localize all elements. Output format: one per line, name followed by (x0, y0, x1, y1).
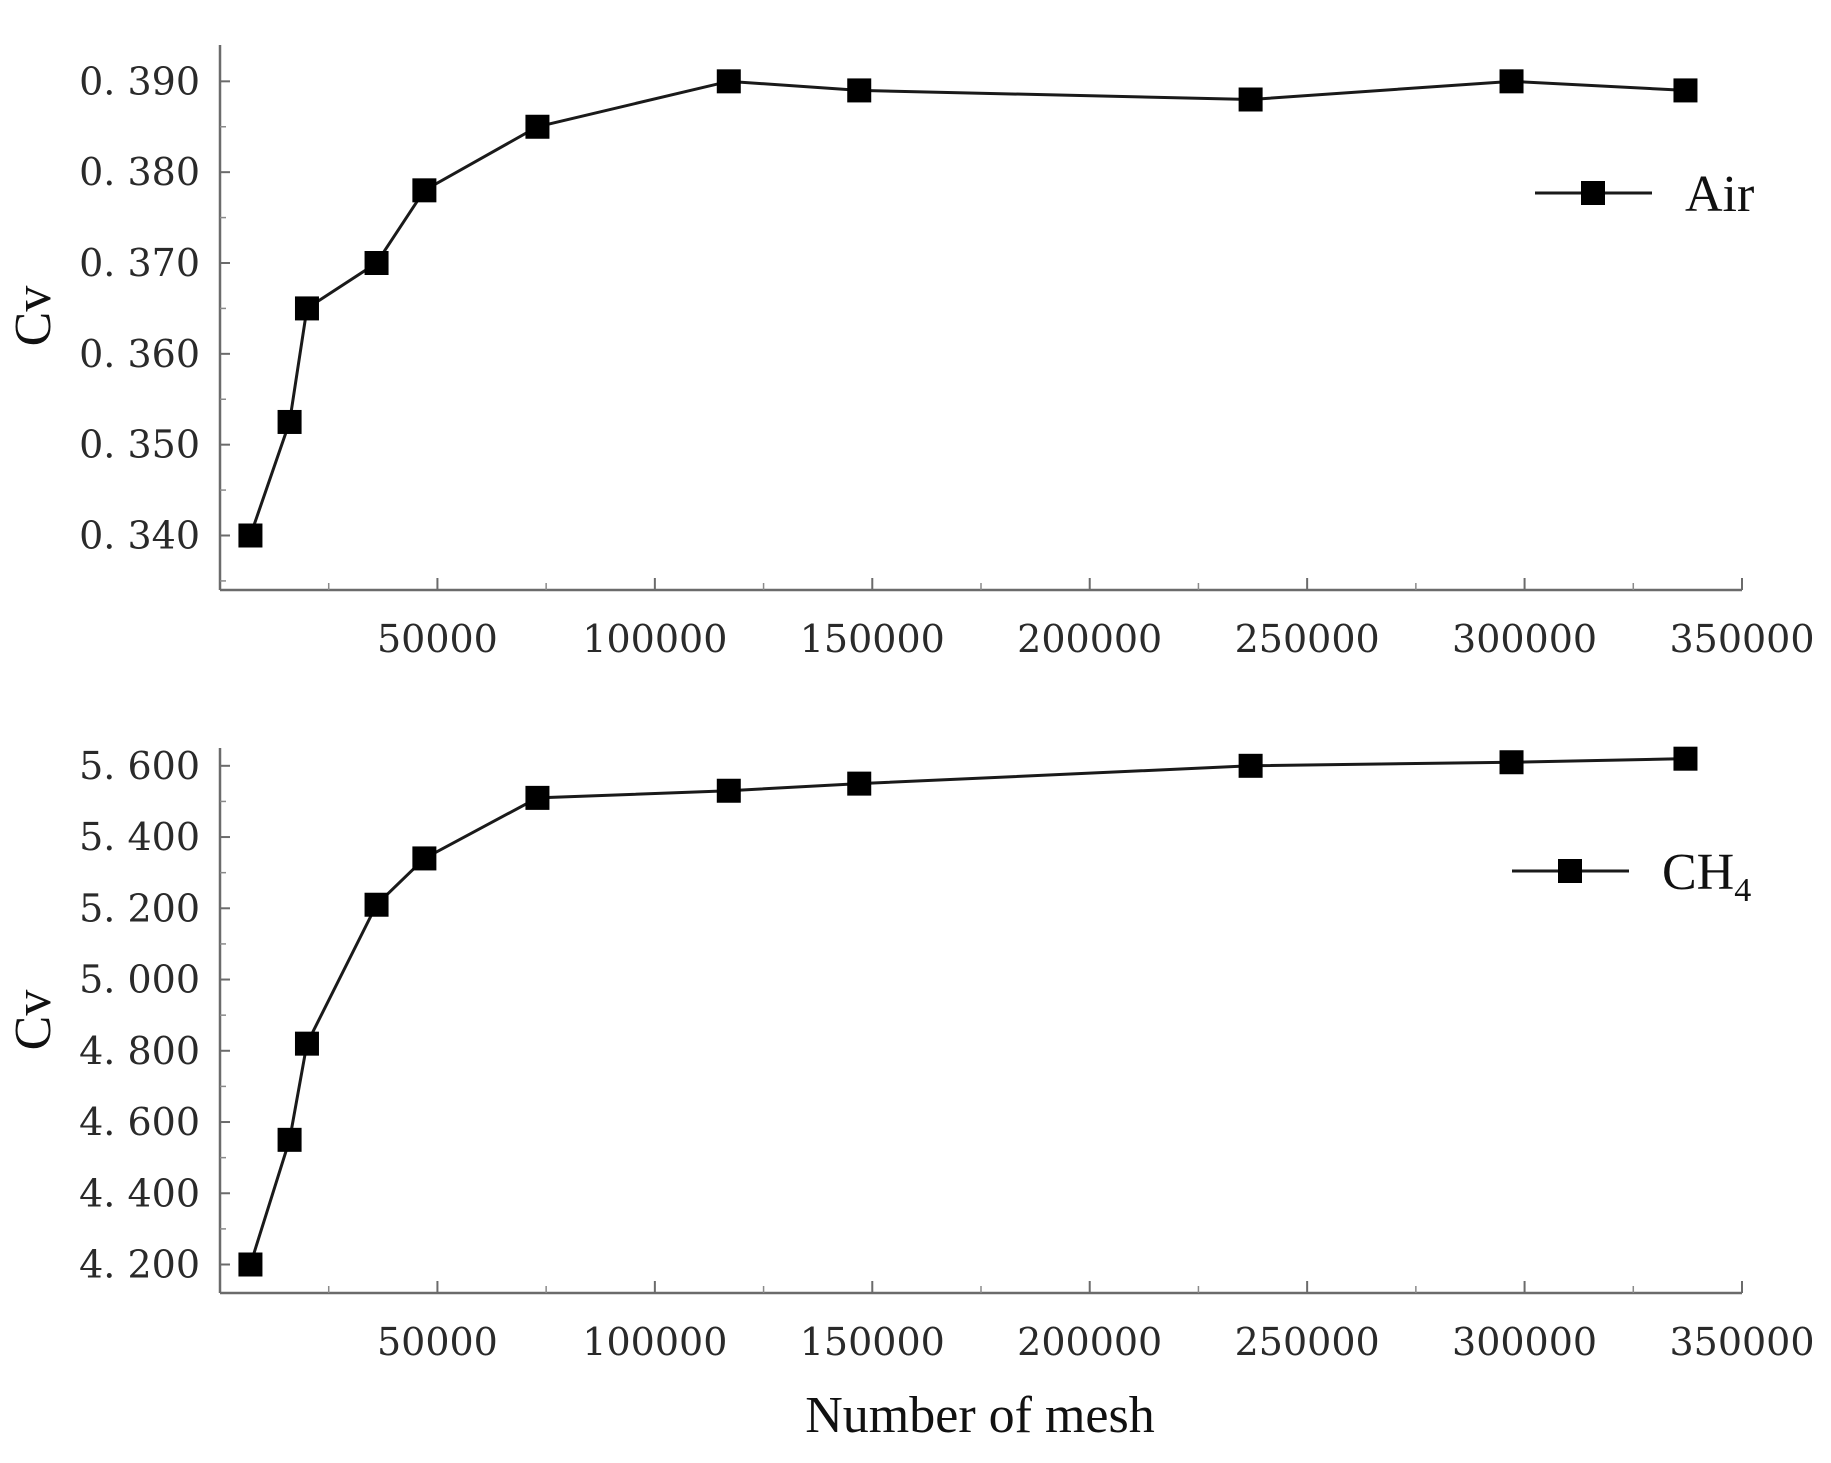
x-tick-label: 50000 (377, 1320, 498, 1364)
data-point (525, 114, 550, 139)
x-tick-label: 350000 (1669, 1320, 1814, 1364)
legend-label-subscript: 4 (1734, 872, 1751, 909)
x-tick-label: 100000 (582, 1320, 727, 1364)
x-tick-label: 150000 (800, 1320, 945, 1364)
legend-label: CH4 (1662, 844, 1751, 909)
x-tick-label: 250000 (1235, 617, 1380, 661)
y-tick-label: 5. 600 (79, 744, 200, 788)
data-point (1238, 87, 1263, 112)
data-point (277, 409, 302, 434)
y-tick-label: 0. 370 (79, 241, 200, 285)
x-axis-title: Number of mesh (805, 1387, 1154, 1444)
legend-marker (1558, 859, 1582, 883)
x-tick-label: 150000 (800, 617, 945, 661)
y-tick-label: 4. 400 (79, 1171, 200, 1215)
y-tick-label: 4. 200 (79, 1243, 200, 1287)
series-line (249, 757, 1686, 1265)
x-tick-label: 300000 (1452, 617, 1597, 661)
y-tick-label: 5. 200 (79, 886, 200, 930)
data-point (412, 846, 437, 871)
data-point (238, 523, 263, 548)
data-point (294, 1031, 319, 1056)
y-axis-title: Cv (5, 990, 62, 1051)
y-tick-label: 4. 800 (79, 1029, 200, 1073)
data-point (277, 1127, 302, 1152)
y-tick-label: 0. 360 (79, 332, 200, 376)
data-point (412, 178, 437, 203)
legend-label: Air (1685, 166, 1754, 223)
legend: CH4 (1512, 844, 1751, 909)
y-tick-label: 0. 340 (79, 514, 200, 558)
legend-marker (1581, 181, 1605, 205)
data-point (716, 69, 741, 94)
data-point (525, 785, 550, 810)
chart-ch4: 4. 200 4. 400 4. 600 4. 800 5. 000 5. 200 5. 4… (5, 744, 1815, 1444)
data-point (847, 78, 872, 103)
data-point (1673, 78, 1698, 103)
y-tick-label: 5. 000 (79, 958, 200, 1002)
y-tick-label: 0. 350 (79, 423, 200, 467)
data-point (1238, 753, 1263, 778)
x-tick-label: 300000 (1452, 1320, 1597, 1364)
data-point (1673, 746, 1698, 771)
x-tick-label: 200000 (1017, 1320, 1162, 1364)
x-tick-label: 250000 (1235, 1320, 1380, 1364)
data-point (364, 251, 389, 275)
chart-air: 0. 340 0. 350 0. 360 0. 370 0. 380 0. 390 5000… (5, 45, 1815, 661)
x-tick-label: 50000 (377, 617, 498, 661)
x-tick-label: 350000 (1669, 617, 1814, 661)
y-tick-label: 5. 400 (79, 815, 200, 859)
y-tick-label: 0. 390 (79, 59, 200, 103)
x-tick-label: 200000 (1017, 617, 1162, 661)
data-point (1499, 750, 1524, 775)
data-point (294, 296, 319, 321)
y-tick-label: 0. 380 (79, 150, 200, 194)
data-point (847, 771, 872, 796)
data-point (238, 1252, 263, 1277)
legend: Air (1535, 166, 1754, 223)
series-line (249, 79, 1686, 536)
x-tick-label: 100000 (582, 617, 727, 661)
data-point (1499, 69, 1524, 94)
y-axis-title: Cv (5, 286, 62, 347)
data-point (716, 778, 741, 803)
y-tick-label: 4. 600 (79, 1100, 200, 1144)
data-point (364, 892, 389, 917)
